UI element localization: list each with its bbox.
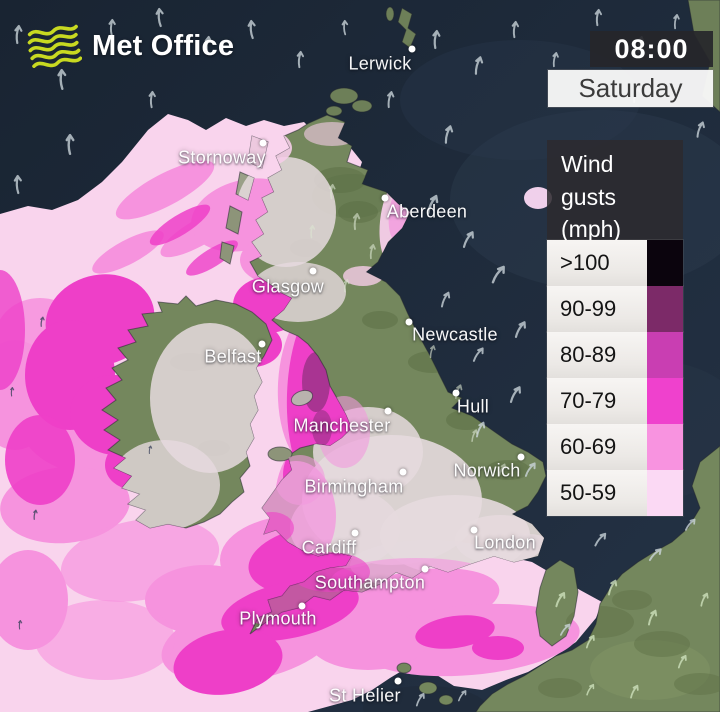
legend-label: >100 (547, 240, 647, 286)
legend-row-60-69: 60-69 (547, 424, 683, 470)
legend-swatch (647, 286, 683, 332)
city-label-birmingham: Birmingham (304, 476, 404, 497)
legend-label: 60-69 (547, 424, 647, 470)
city-dot-birmingham (399, 468, 407, 476)
city-label-glasgow: Glasgow (251, 276, 325, 297)
city-label-norwich: Norwich (453, 460, 521, 481)
legend-swatch (647, 240, 683, 286)
city-dot-stornoway (259, 139, 267, 147)
city-label-london: London (474, 532, 536, 553)
city-dot-london (470, 526, 478, 534)
city-label-lerwick: Lerwick (348, 53, 412, 74)
legend-label: 70-79 (547, 378, 647, 424)
legend-label: 80-89 (547, 332, 647, 378)
france-texture (538, 590, 720, 700)
city-label-cardiff: Cardiff (301, 537, 357, 558)
met-office-logo: Met Office (26, 24, 234, 68)
city-dot-manchester (384, 407, 392, 415)
legend-swatch (647, 378, 683, 424)
legend-label: 90-99 (547, 286, 647, 332)
legend-swatch (647, 470, 683, 516)
city-label-southampton: Southampton (314, 572, 426, 593)
wind-gust-legend: Wind gusts (mph) >100 90-99 80-89 70-79 … (547, 140, 683, 516)
city-dot-lerwick (408, 45, 416, 53)
city-label-st-helier: St Helier (329, 685, 401, 706)
city-dot-hull (452, 389, 460, 397)
time-display: 08:00 (590, 31, 713, 67)
logo-text: Met Office (92, 29, 235, 62)
legend-title: Wind gusts (mph) (547, 140, 683, 242)
city-dot-southampton (421, 565, 429, 573)
city-dot-glasgow (309, 267, 317, 275)
legend-label: 50-59 (547, 470, 647, 516)
legend-row-70-79: 70-79 (547, 378, 683, 424)
city-dot-plymouth (298, 602, 306, 610)
legend-swatch (647, 332, 683, 378)
city-dot-belfast (258, 340, 266, 348)
city-dot-cardiff (351, 529, 359, 537)
legend-row-gt100: >100 (547, 240, 683, 286)
city-label-belfast: Belfast (204, 346, 262, 367)
city-label-newcastle: Newcastle (412, 324, 498, 345)
legend-row-90-99: 90-99 (547, 286, 683, 332)
city-dot-norwich (517, 453, 525, 461)
legend-row-50-59: 50-59 (547, 470, 683, 516)
legend-row-80-89: 80-89 (547, 332, 683, 378)
day-display: Saturday (548, 70, 713, 107)
city-label-aberdeen: Aberdeen (386, 201, 468, 222)
met-office-waves-icon (27, 24, 82, 68)
city-label-plymouth: Plymouth (239, 608, 317, 629)
city-label-hull: Hull (456, 396, 490, 417)
city-label-stornoway: Stornoway (178, 147, 266, 168)
city-dot-st-helier (394, 677, 402, 685)
legend-swatch (647, 424, 683, 470)
city-label-manchester: Manchester (293, 415, 391, 436)
city-dot-newcastle (405, 318, 413, 326)
city-dot-aberdeen (381, 194, 389, 202)
